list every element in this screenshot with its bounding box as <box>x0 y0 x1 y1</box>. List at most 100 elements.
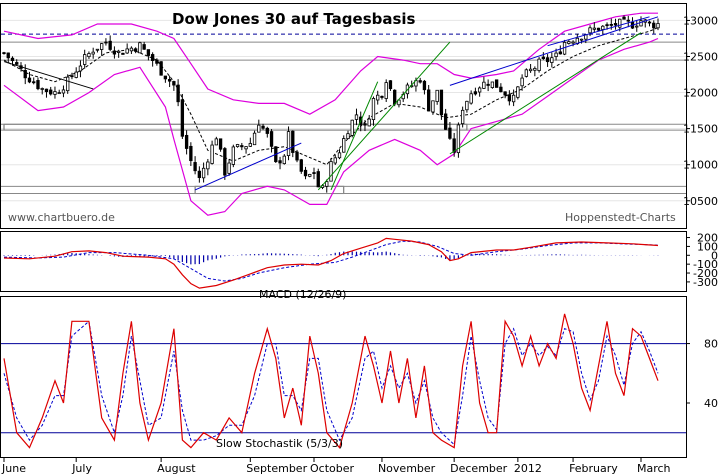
candle-body <box>6 52 10 59</box>
bollinger-upper-band <box>3 12 658 115</box>
candle-body <box>36 80 40 90</box>
candle-body <box>393 89 397 105</box>
candle-body <box>308 173 312 177</box>
trend-line <box>194 142 302 191</box>
candle-body <box>626 19 630 22</box>
candle-body <box>227 162 231 174</box>
candle-body <box>125 48 129 54</box>
candle-body <box>537 58 541 71</box>
x-axis-label: February <box>569 462 618 475</box>
macd-axis-label: -200 <box>693 267 718 280</box>
candle-body <box>460 109 465 125</box>
trend-line <box>449 32 642 155</box>
candle-body <box>150 54 155 61</box>
price-panel-frame <box>0 3 687 229</box>
candle-body <box>596 27 601 31</box>
candle-body <box>218 138 223 150</box>
candle-body <box>206 161 210 170</box>
x-axis-label: August <box>157 462 196 475</box>
candle-body <box>159 61 163 76</box>
candle-body <box>282 155 286 165</box>
stochastic-axis-label: 80 <box>704 338 718 351</box>
stochastic-panel-frame <box>0 296 687 458</box>
candle-body <box>524 69 529 77</box>
candle-body <box>605 24 609 27</box>
candle-body <box>214 138 219 146</box>
candle-body <box>138 42 142 54</box>
candle-body <box>155 59 159 64</box>
candle-body <box>210 144 214 164</box>
candle-body <box>172 81 176 86</box>
candle-body <box>363 123 367 126</box>
candle-body <box>240 145 244 148</box>
support-box <box>3 123 468 131</box>
candle-body <box>609 23 613 26</box>
candle-body <box>23 70 27 79</box>
candle-body <box>622 16 626 20</box>
candle-body <box>231 146 235 165</box>
candle-body <box>571 41 575 44</box>
candle-body <box>520 77 524 87</box>
price-axis-label: 11000 <box>683 159 718 172</box>
candle-body <box>325 181 329 187</box>
candle-body <box>384 82 388 99</box>
watermark-left: www.chartbuero.de <box>8 211 115 224</box>
candle-body <box>2 52 6 55</box>
candle-body <box>507 94 512 102</box>
x-axis-label: September <box>246 462 307 475</box>
candle-body <box>91 51 95 55</box>
watermark-right: Hoppenstedt-Charts <box>565 211 676 224</box>
x-axis-label: March <box>637 462 671 475</box>
x-axis-label: June <box>1 462 26 475</box>
candle-body <box>129 47 134 52</box>
candle-body <box>452 138 456 153</box>
candle-body <box>388 80 393 90</box>
candle-body <box>545 57 550 63</box>
candle-body <box>70 75 74 78</box>
candle-body <box>618 18 622 28</box>
candle-body <box>167 79 172 82</box>
candle-body <box>201 167 206 179</box>
candle-body <box>346 133 350 140</box>
candle-body <box>635 25 639 28</box>
candle-body <box>342 138 346 153</box>
candle-body <box>269 131 274 147</box>
candle-body <box>350 119 354 136</box>
macd-axis-label: 0 <box>711 249 718 262</box>
candle-body <box>146 49 151 56</box>
trend-line <box>449 16 659 86</box>
candle-body <box>639 20 643 27</box>
stochastic-d-line <box>3 320 659 446</box>
candle-body <box>108 40 112 50</box>
candle-body <box>78 65 83 72</box>
candle-body <box>303 169 308 177</box>
candle-body <box>116 50 121 53</box>
candle-body <box>397 99 401 106</box>
price-axis-label: 10500 <box>683 195 718 208</box>
candle-body <box>371 98 376 121</box>
candle-body <box>465 100 469 111</box>
candle-body <box>558 51 562 55</box>
candle-body <box>193 162 197 172</box>
candle-body <box>456 124 461 154</box>
candle-body <box>95 48 100 51</box>
x-axis-label: 2012 <box>514 462 542 475</box>
candle-body <box>87 53 91 58</box>
candle-body <box>257 124 261 133</box>
price-axis-label: 12500 <box>683 50 718 63</box>
candle-body <box>469 93 473 104</box>
x-axis-label: November <box>378 462 436 475</box>
candle-body <box>431 100 435 113</box>
candle-body <box>57 92 61 95</box>
candle-body <box>40 88 44 90</box>
candle-body <box>333 157 337 164</box>
candle-body <box>252 132 257 146</box>
candle-body <box>32 81 36 84</box>
macd-panel-frame <box>0 231 687 292</box>
stochastic-k-line <box>3 313 659 449</box>
stochastic-axis-label: 40 <box>704 397 718 410</box>
candle-body <box>176 84 180 103</box>
trend-line <box>3 61 94 90</box>
price-axis-label: 12000 <box>683 87 718 100</box>
